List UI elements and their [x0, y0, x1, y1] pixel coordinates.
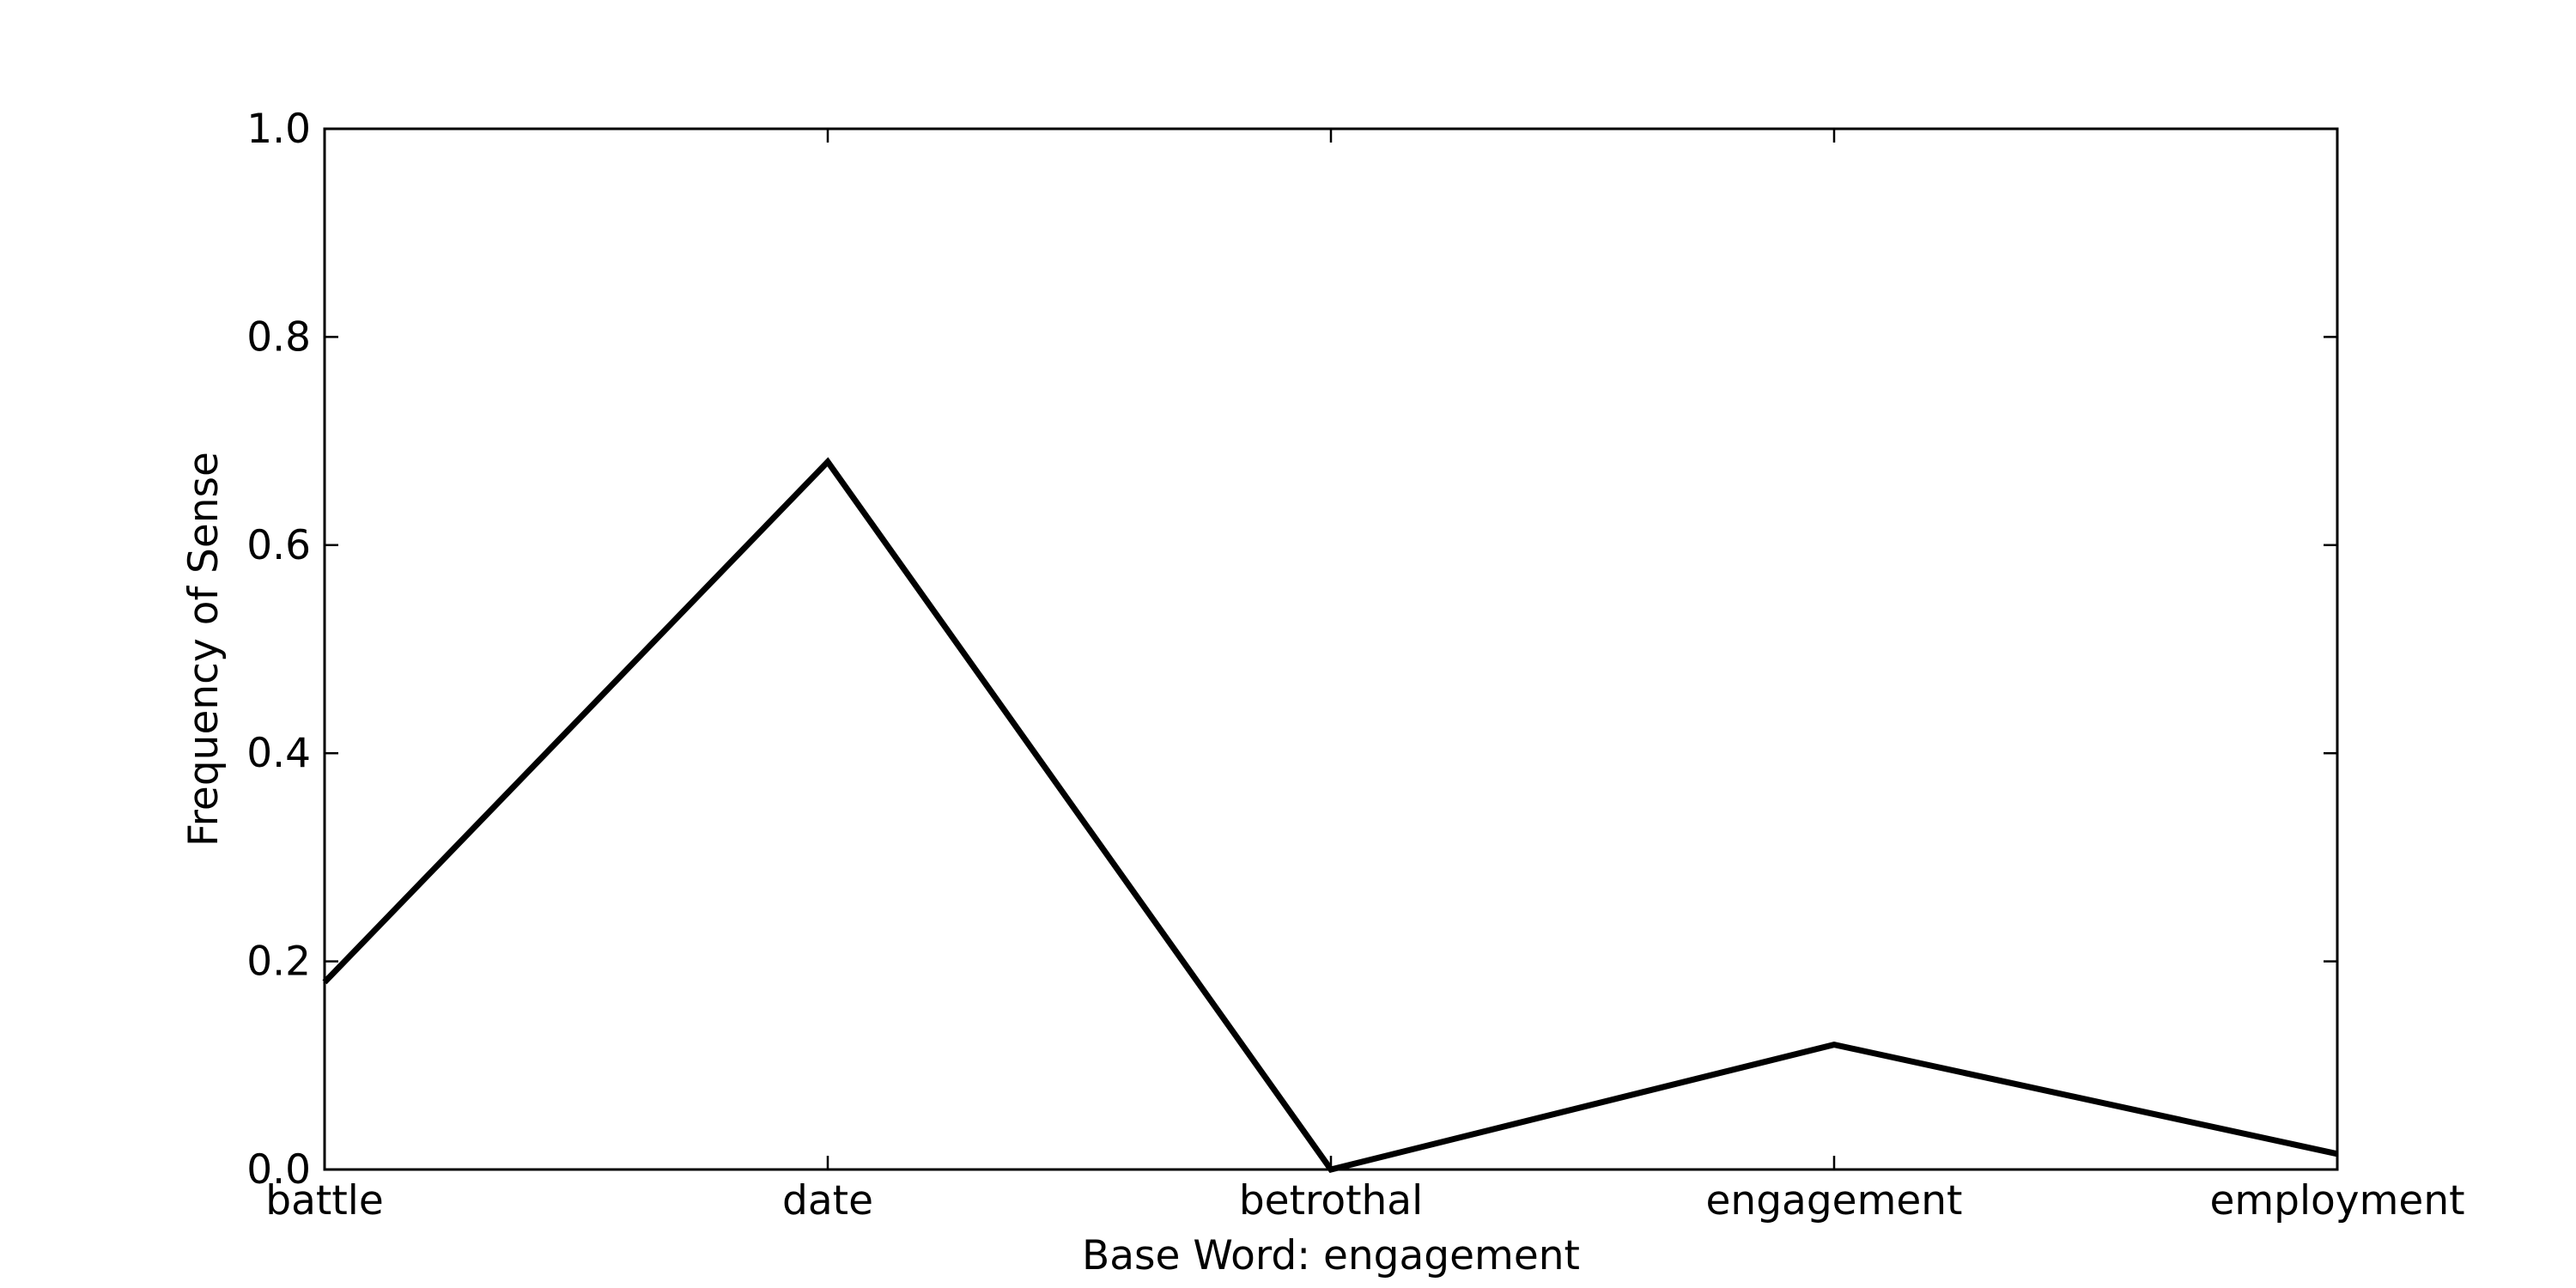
x-tick-label: engagement [1705, 1177, 1962, 1224]
y-tick-label: 0.6 [246, 522, 311, 569]
plot-frame [323, 127, 2339, 1171]
y-tick-label: 0.2 [246, 939, 311, 986]
y-axis-label: Frequency of Sense [180, 452, 228, 847]
x-axis: battle date betrothal engagement employment [265, 129, 2465, 1224]
y-tick-label: 0.0 [246, 1146, 311, 1194]
x-tick-label: employment [2209, 1177, 2464, 1224]
x-axis-label: Base Word: engagement [1082, 1232, 1580, 1279]
y-axis: 0.0 0.2 0.4 0.6 0.8 1.0 [246, 106, 2337, 1194]
series-layer [322, 457, 2338, 1173]
plot-area [323, 127, 2339, 1171]
x-tick-label: betrothal [1239, 1177, 1423, 1224]
x-tick-label: date [782, 1177, 873, 1224]
x-tick-label: battle [265, 1177, 383, 1224]
y-tick-label: 1.0 [246, 106, 311, 153]
y-tick-label: 0.4 [246, 730, 311, 777]
y-tick-label: 0.8 [246, 313, 311, 361]
